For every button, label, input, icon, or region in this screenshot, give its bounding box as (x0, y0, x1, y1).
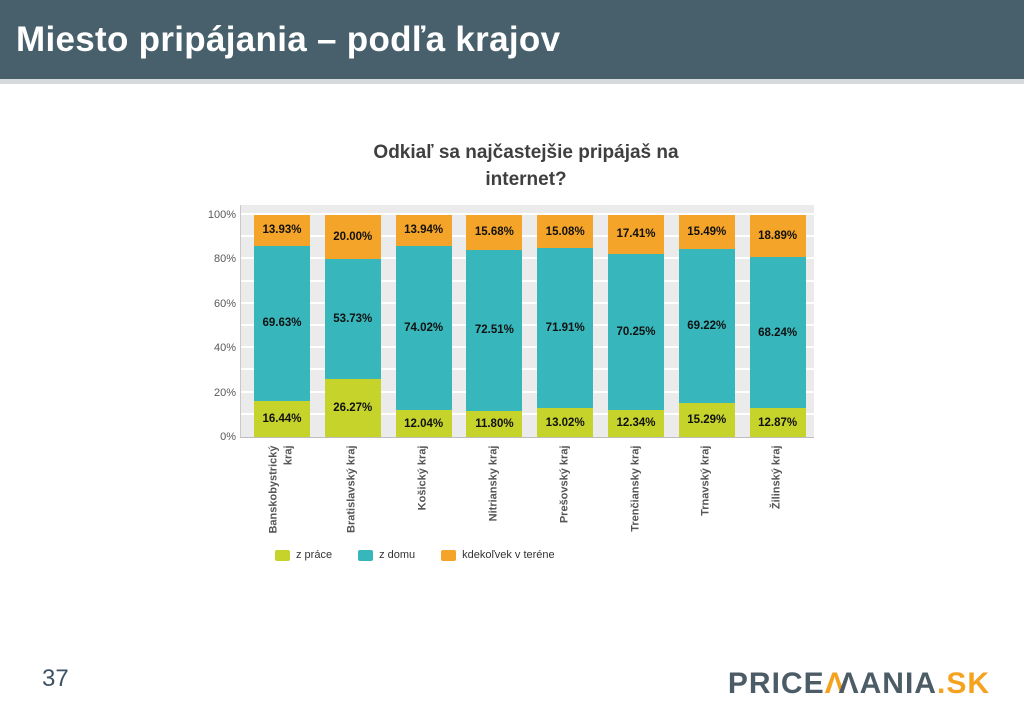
header-separator (0, 79, 1024, 84)
gridline (241, 235, 814, 238)
bar-value-label: 20.00% (333, 231, 373, 244)
chart-title: Odkiaľ sa najčastejšie pripájaš na inter… (373, 142, 679, 190)
bar-segment: 12.87% (749, 408, 806, 437)
bar-value-label: 13.94% (404, 224, 444, 237)
bar-segment: 13.02% (537, 408, 594, 437)
bar-segment: 26.27% (324, 378, 381, 437)
y-axis-tick-label: 20% (213, 386, 236, 399)
legend-swatch-icon (441, 549, 457, 561)
gridline (241, 257, 814, 260)
gridline (241, 412, 814, 415)
legend-label: z domu (379, 549, 416, 561)
bar-value-label: 17.41% (616, 228, 656, 241)
bar-value-label: 15.08% (545, 225, 585, 238)
bar-value-label: 13.02% (545, 416, 585, 429)
y-axis-tick-label: 80% (213, 253, 236, 266)
bar-value-label: 68.24% (758, 326, 798, 339)
y-axis-tick-label: 0% (220, 431, 236, 443)
x-axis-category-label: Žilinský kraj (770, 445, 783, 510)
bar-segment: 15.29% (678, 403, 735, 437)
x-axis-category-label: Košický kraj (416, 445, 429, 511)
legend-swatch-icon (358, 549, 374, 561)
page-number: 37 (42, 665, 69, 692)
bar-value-label: 69.22% (687, 320, 727, 333)
bar-segment: 68.24% (749, 256, 806, 409)
legend-swatch-icon (275, 549, 290, 561)
bar-value-label: 11.80% (475, 417, 514, 430)
gridline (241, 213, 814, 215)
gridline (241, 324, 814, 326)
bar-value-label: 12.87% (758, 416, 798, 429)
bar-segment: 69.63% (254, 245, 310, 401)
bar-value-label: 74.02% (404, 322, 444, 335)
x-axis-category-label: Banskobystrický kraj (267, 445, 294, 534)
bar-value-label: 72.51% (474, 324, 514, 337)
logo-m-right-icon: Λ (838, 667, 860, 700)
x-axis-category-label: Bratislavský kraj (345, 445, 358, 533)
bar-segment: 74.02% (395, 245, 452, 411)
legend-item: kdekoľvek v teréne (441, 549, 555, 561)
bar-value-label: 16.44% (262, 412, 302, 425)
gridline (241, 279, 814, 282)
legend-label: kdekoľvek v teréne (462, 549, 555, 561)
legend-label: z práce (296, 549, 333, 561)
bar-value-label: 18.89% (758, 229, 798, 242)
bar-segment: 12.04% (395, 410, 452, 437)
bar-value-label: 71.91% (545, 322, 585, 335)
logo-m-left-icon: Λ (824, 667, 846, 700)
x-axis-category-label: Trnavský kraj (699, 445, 712, 516)
bar-segment: 13.93% (254, 215, 310, 246)
bar-segment: 11.80% (466, 410, 523, 437)
bar-segment: 15.68% (466, 215, 523, 250)
legend-item: z domu (358, 549, 415, 561)
bar-segment: 71.91% (537, 248, 594, 409)
gridline (241, 301, 814, 304)
bar-value-label: 53.73% (333, 313, 373, 326)
bar-value-label: 26.27% (333, 401, 373, 414)
logo-text-price: PRICE (727, 667, 825, 700)
bar-segment: 20.00% (324, 215, 381, 260)
gridline (241, 368, 814, 371)
chart-legend: z práce z domu kdekoľvek v teréne (275, 549, 555, 561)
bar-segment: 70.25% (608, 253, 664, 410)
bar-segment: 15.49% (678, 215, 735, 250)
pricemania-logo: PRICEΛΛANIA.SK (728, 667, 990, 701)
x-axis-category-label: Trenčiansky kraj (628, 445, 641, 532)
y-axis-tick-label: 60% (213, 297, 236, 310)
bar-value-label: 15.49% (687, 226, 727, 239)
bar-segment: 15.08% (537, 215, 594, 249)
bar-segment: 16.44% (254, 400, 310, 437)
bar-segment: 13.94% (395, 215, 452, 246)
bar-segment: 69.22% (678, 249, 735, 404)
bar-value-label: 12.34% (616, 417, 656, 430)
bar-segment: 18.89% (749, 215, 806, 257)
gridline (241, 346, 814, 349)
bar-value-label: 70.25% (616, 325, 656, 338)
slide-header: Miesto pripájania – podľa krajov (0, 0, 1024, 79)
logo-text-ania: ANIA (859, 667, 937, 700)
bar-segment: 17.41% (608, 215, 664, 254)
bar-value-label: 12.04% (404, 417, 444, 430)
gridline (241, 390, 814, 393)
slide-title: Miesto pripájania – podľa krajov (16, 19, 561, 59)
y-axis-tick-label: 100% (207, 209, 236, 221)
logo-text-sk: .SK (936, 667, 990, 700)
bar-value-label: 13.93% (262, 224, 302, 237)
bar-value-label: 15.29% (687, 414, 727, 427)
bar-value-label: 15.68% (474, 226, 514, 239)
plot-area: 16.44% 69.63% 13.93% 26.27% 53.73% 20.00% 12.0… (240, 205, 814, 438)
x-axis-category-label: Nitriansky kraj (486, 445, 499, 522)
bar-value-label: 69.63% (262, 317, 302, 330)
bar-segment: 12.34% (608, 409, 664, 437)
x-axis-category-label: Prešovský kraj (557, 445, 570, 524)
legend-item: z práce (275, 549, 332, 561)
bar-segment: 72.51% (466, 249, 523, 411)
bar-segment: 53.73% (324, 259, 381, 379)
y-axis-tick-label: 40% (213, 342, 236, 355)
